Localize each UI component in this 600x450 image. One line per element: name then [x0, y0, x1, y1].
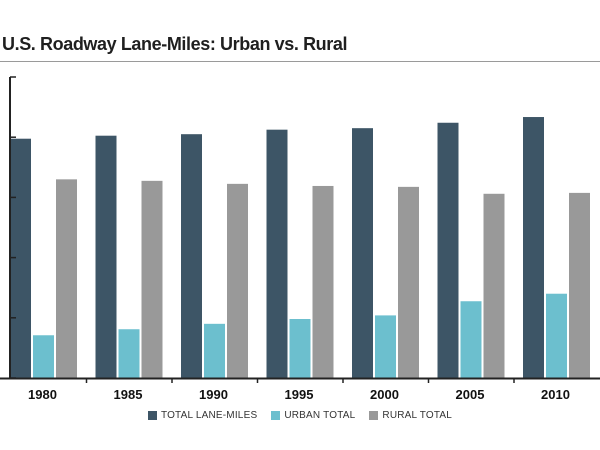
legend: TOTAL LANE-MILES URBAN TOTAL RURAL TOTAL	[0, 410, 600, 421]
legend-item-urban-total: URBAN TOTAL	[271, 410, 355, 421]
bar-urban-total-2010	[546, 293, 567, 378]
chart-title: U.S. Roadway Lane-Miles: Urban vs. Rural	[2, 34, 348, 54]
bar-urban-total-1980	[33, 335, 54, 378]
title-divider	[0, 61, 600, 62]
x-tick-label-2000: 2000	[370, 387, 399, 402]
bar-urban-total-2000	[375, 315, 396, 378]
bar-rural-total-1980	[56, 179, 77, 378]
legend-swatch	[271, 411, 281, 420]
bar-rural-total-2000	[398, 186, 419, 378]
x-tick-label-2005: 2005	[456, 387, 485, 402]
bar-total-lane-miles-1995	[266, 129, 288, 378]
bar-total-lane-miles-1985	[95, 135, 117, 378]
x-tick-label-1995: 1995	[285, 387, 314, 402]
bar-rural-total-2005	[483, 193, 505, 378]
bar-total-lane-miles-2010	[523, 117, 544, 379]
legend-item-rural-total: RURAL TOTAL	[369, 410, 452, 421]
x-tick-label-1985: 1985	[114, 387, 143, 402]
legend-label: TOTAL LANE-MILES	[160, 410, 258, 421]
axes	[0, 76, 600, 383]
bar-total-lane-miles-1990	[181, 134, 202, 378]
bar-urban-total-1985	[118, 329, 140, 378]
x-tick-label-1980: 1980	[28, 387, 57, 402]
bar-rural-total-1995	[312, 185, 334, 378]
bar-total-lane-miles-2005	[437, 122, 459, 378]
bar-rural-total-1985	[141, 180, 163, 378]
legend-swatch	[147, 411, 157, 420]
legend-item-total-lane-miles: TOTAL LANE-MILES	[147, 410, 258, 421]
bar-urban-total-1995	[289, 319, 311, 378]
bar-total-lane-miles-2000	[352, 128, 373, 378]
legend-label: URBAN TOTAL	[284, 410, 356, 421]
bar-total-lane-miles-1980	[10, 138, 31, 378]
legend-label: RURAL TOTAL	[382, 410, 453, 421]
x-tick-label-2010: 2010	[541, 387, 570, 402]
x-tick-label-1990: 1990	[199, 387, 228, 402]
bar-urban-total-2005	[460, 301, 482, 378]
legend-swatch	[369, 411, 379, 420]
bar-urban-total-1990	[204, 323, 225, 378]
bar-rural-total-1990	[227, 183, 248, 378]
bar-group	[10, 117, 590, 379]
x-axis-labels: 1980 1985 1990 1995 2000 2005 2010	[28, 387, 570, 402]
bar-rural-total-2010	[569, 192, 590, 378]
